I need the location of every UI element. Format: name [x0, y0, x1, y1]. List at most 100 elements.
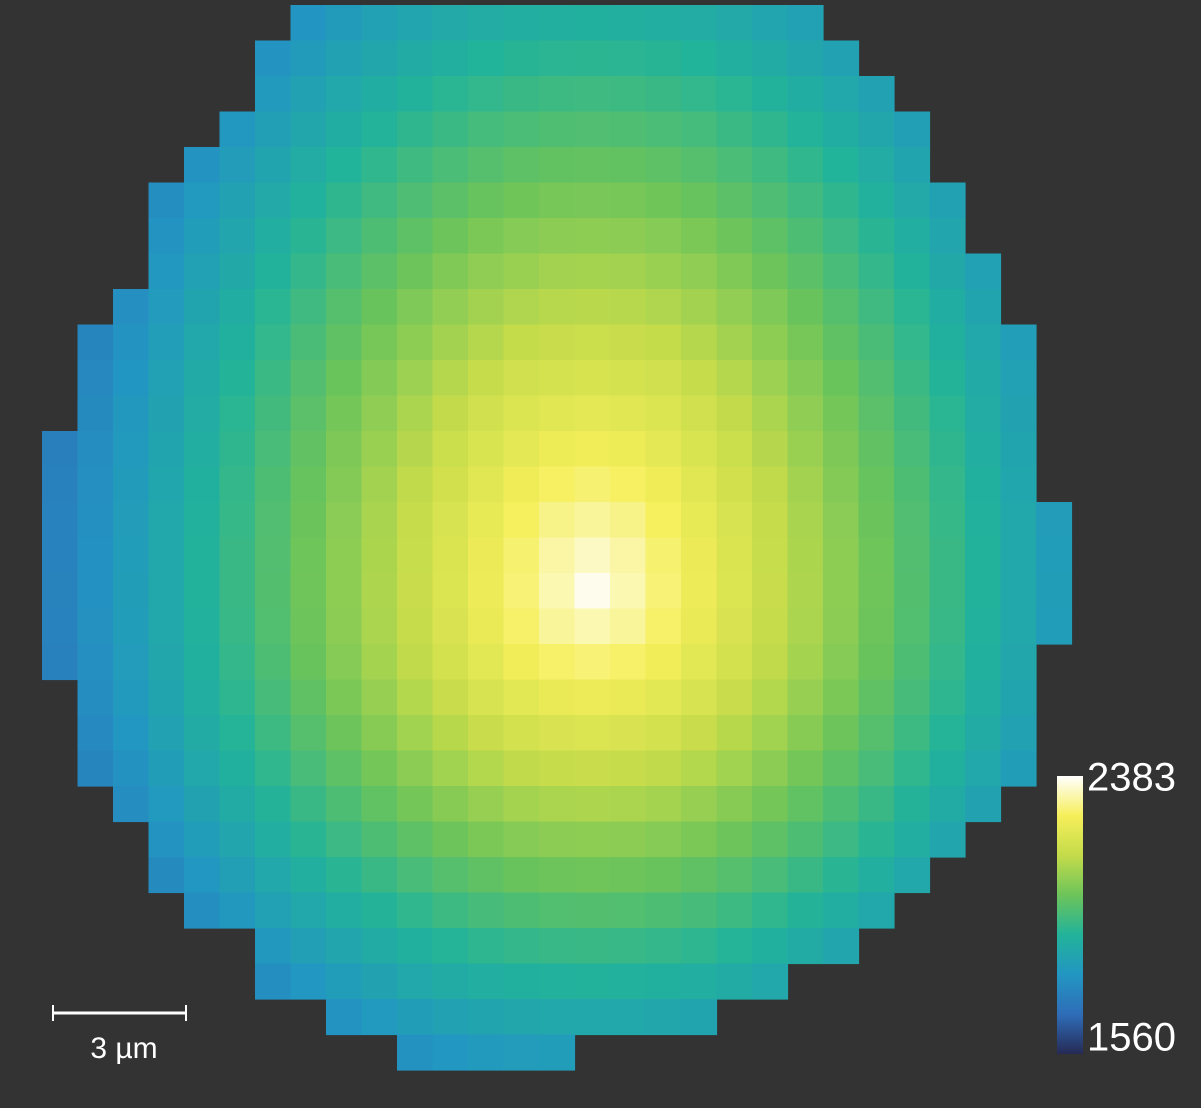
heatmap-cell [859, 573, 895, 609]
heatmap-cell [717, 5, 753, 41]
heatmap-cell [78, 502, 114, 538]
heatmap-cell [362, 680, 398, 716]
heatmap-cell [823, 822, 859, 858]
heatmap-cell [575, 644, 611, 680]
heatmap-cell [894, 431, 930, 467]
heatmap-cell [575, 218, 611, 254]
heatmap-cell [504, 254, 540, 290]
heatmap-cell [362, 183, 398, 219]
heatmap-cell [646, 76, 682, 112]
heatmap-cell [610, 822, 646, 858]
heatmap-cell [681, 147, 717, 183]
heatmap-cell [681, 573, 717, 609]
heatmap-cell [894, 502, 930, 538]
heatmap-cell [184, 325, 220, 361]
heatmap-cell [397, 360, 433, 396]
heatmap-cell [681, 5, 717, 41]
heatmap-cell [362, 147, 398, 183]
heatmap-cell [149, 183, 185, 219]
heatmap-cell [397, 786, 433, 822]
heatmap-cell [42, 609, 78, 645]
heatmap-cell [859, 183, 895, 219]
heatmap-cell [504, 360, 540, 396]
heatmap-cell [1001, 751, 1037, 787]
heatmap-cell [326, 964, 362, 1000]
heatmap-cell [504, 325, 540, 361]
heatmap-cell [291, 928, 327, 964]
heatmap-cell [681, 751, 717, 787]
heatmap-cell [823, 786, 859, 822]
heatmap-cell [610, 644, 646, 680]
heatmap-cell [1001, 502, 1037, 538]
heatmap-cell [291, 609, 327, 645]
heatmap-cell [113, 360, 149, 396]
heatmap-cell [646, 964, 682, 1000]
heatmap-cell [965, 609, 1001, 645]
heatmap-cell [717, 183, 753, 219]
heatmap-cell [362, 502, 398, 538]
heatmap-cell [1036, 538, 1072, 574]
heatmap-cell [291, 183, 327, 219]
heatmap-cell [1036, 573, 1072, 609]
heatmap-cell [894, 183, 930, 219]
heatmap-cell [788, 218, 824, 254]
heatmap-cell [468, 573, 504, 609]
heatmap-cell [184, 183, 220, 219]
heatmap-cell [539, 538, 575, 574]
heatmap-cell [859, 467, 895, 503]
heatmap-cell [681, 467, 717, 503]
heatmap-cell [291, 467, 327, 503]
heatmap-cell [220, 751, 256, 787]
heatmap-cell [681, 76, 717, 112]
heatmap-cell [823, 467, 859, 503]
heatmap-cell [646, 893, 682, 929]
heatmap-cell [433, 751, 469, 787]
heatmap-cell [788, 360, 824, 396]
heatmap-cell [397, 5, 433, 41]
heatmap-cell [78, 360, 114, 396]
heatmap-cell [397, 964, 433, 1000]
heatmap-cell [468, 715, 504, 751]
heatmap-cell [362, 76, 398, 112]
heatmap-cell [539, 112, 575, 148]
heatmap-cell [42, 644, 78, 680]
heatmap-cell [78, 751, 114, 787]
heatmap-cell [788, 822, 824, 858]
heatmap-cell [788, 5, 824, 41]
heatmap-cell [788, 857, 824, 893]
heatmap-cell [539, 360, 575, 396]
heatmap-cell [788, 112, 824, 148]
heatmap-cell [717, 644, 753, 680]
heatmap-cell [468, 5, 504, 41]
heatmap-cell [539, 431, 575, 467]
heatmap-cell [539, 502, 575, 538]
heatmap-cell [859, 431, 895, 467]
heatmap-cell [149, 786, 185, 822]
heatmap-cell [788, 751, 824, 787]
heatmap-cell [397, 999, 433, 1035]
heatmap-cell [894, 715, 930, 751]
heatmap-cell [788, 289, 824, 325]
heatmap-cell [610, 396, 646, 432]
heatmap-cell [859, 360, 895, 396]
heatmap-cell [823, 289, 859, 325]
heatmap-cell [539, 893, 575, 929]
heatmap-cell [468, 183, 504, 219]
heatmap-cell [823, 893, 859, 929]
heatmap-cell [894, 112, 930, 148]
heatmap-cell [433, 822, 469, 858]
heatmap-cell [646, 431, 682, 467]
heatmap-cell [291, 538, 327, 574]
heatmap-cell [646, 41, 682, 77]
heatmap-cell [220, 715, 256, 751]
heatmap-cell [823, 609, 859, 645]
heatmap-cell [539, 857, 575, 893]
heatmap-cell [610, 218, 646, 254]
heatmap-cell [965, 360, 1001, 396]
heatmap-cell [468, 254, 504, 290]
heatmap-cell [291, 786, 327, 822]
heatmap-cell [646, 786, 682, 822]
heatmap-cell [823, 254, 859, 290]
heatmap-cell [291, 289, 327, 325]
heatmap-cell [291, 41, 327, 77]
